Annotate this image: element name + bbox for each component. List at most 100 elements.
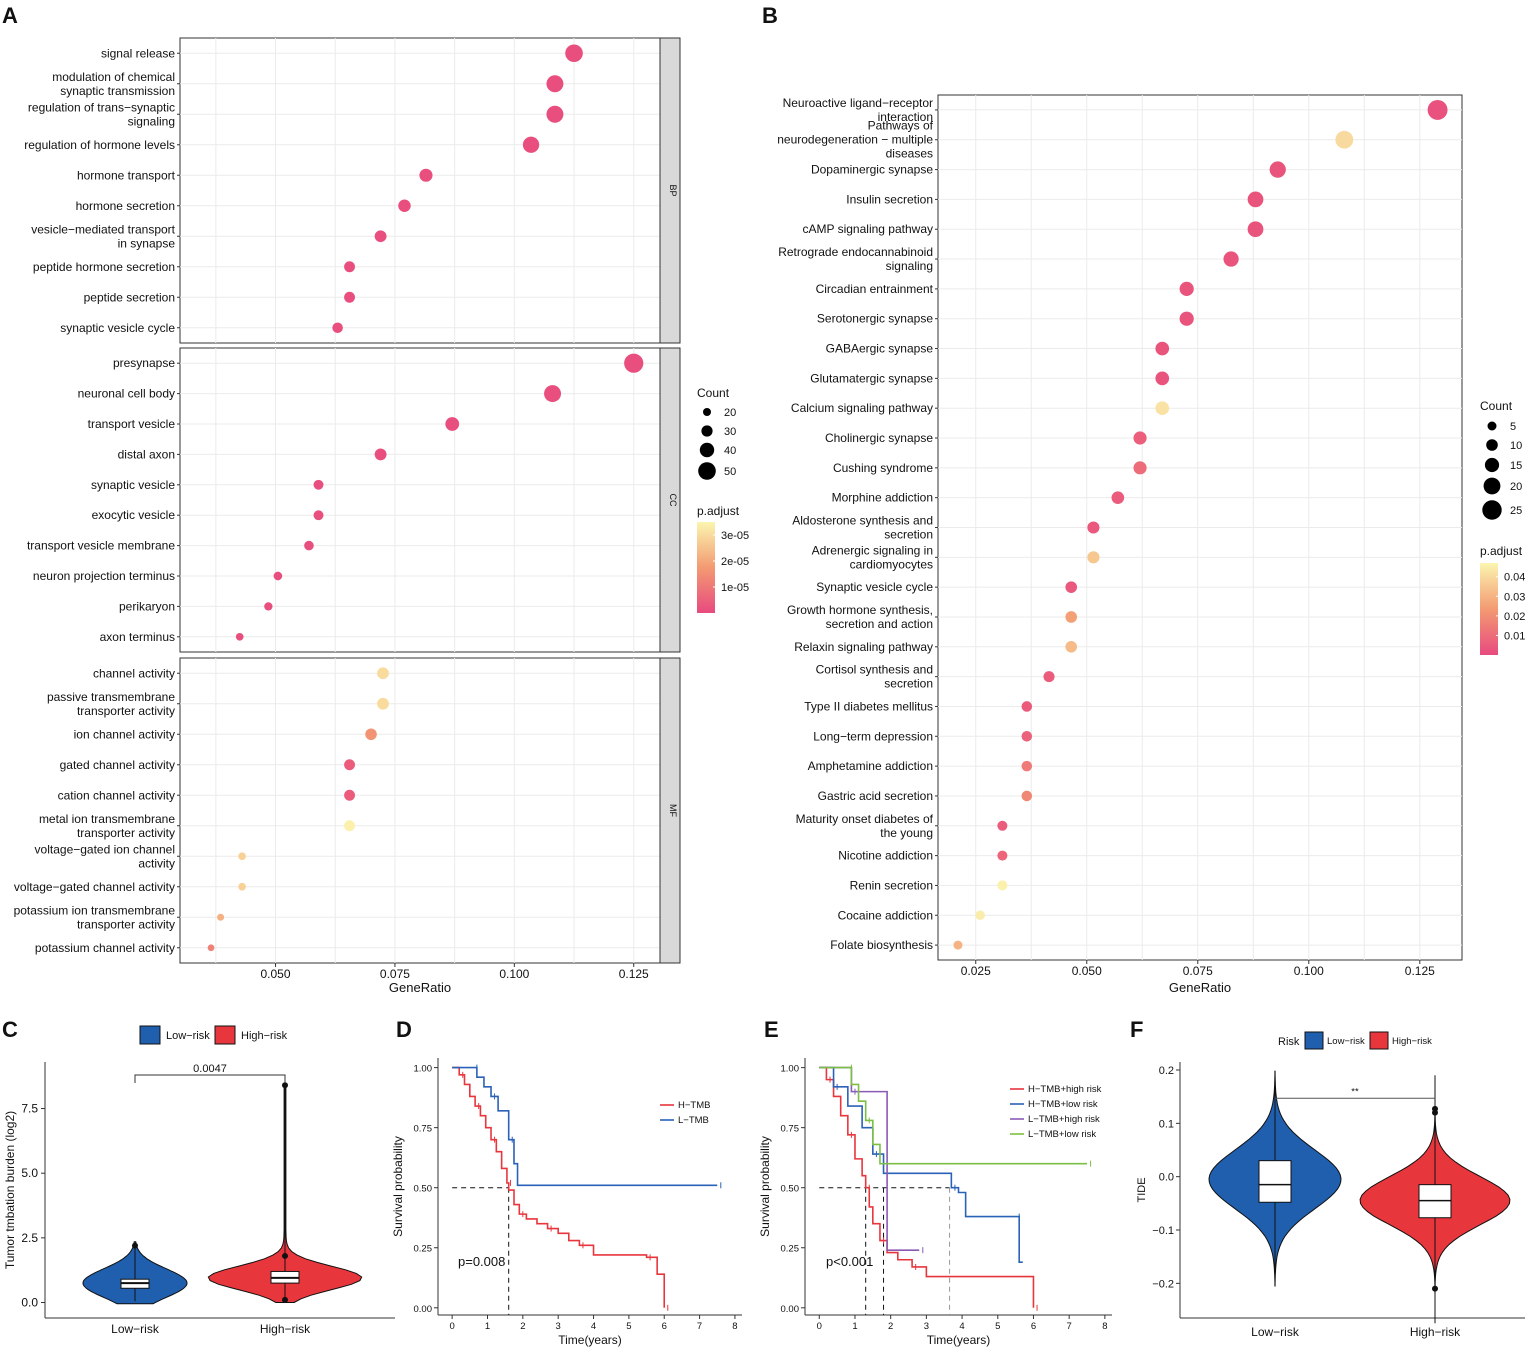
legend-label-1: L−TMB: [678, 1115, 709, 1126]
term-label: Type II diabetes mellitus: [804, 699, 933, 713]
legend-count-title: Count: [1480, 399, 1513, 413]
y-tick-label: 0.50: [414, 1184, 433, 1195]
x-tick-label: 0.125: [1405, 964, 1435, 978]
dot-2-1: [377, 697, 389, 710]
legend-swatch-1: [1369, 1031, 1389, 1050]
dot-1: [1335, 130, 1354, 149]
x-tick-label: 0.050: [261, 967, 291, 981]
term-label: Calcium signaling pathway: [791, 401, 933, 415]
dot-0-7: [344, 261, 355, 273]
legend-count-dot: [1483, 477, 1501, 495]
term-label: gated channel activity: [60, 758, 175, 772]
term-label: peptide hormone secretion: [33, 260, 175, 274]
x-tick-label: 3: [556, 1321, 561, 1332]
legend-label-0: H−TMB+high risk: [1028, 1084, 1102, 1095]
x-tick-label: Low−risk: [111, 1322, 160, 1336]
facet-label-BP: BP: [668, 184, 678, 196]
y-tick-label: 0.00: [414, 1304, 433, 1315]
dot-20: [1021, 701, 1033, 712]
dot-15: [1087, 551, 1100, 564]
y-tick-label: −0.2: [1152, 1278, 1174, 1290]
legend-count-dot: [699, 442, 715, 458]
dot-24: [997, 820, 1008, 831]
y-tick-label: 1.00: [414, 1064, 433, 1075]
legend-padj-bar: [1480, 563, 1498, 655]
term-label: metal ion transmembrane transporter activ…: [39, 812, 175, 840]
term-label: modulation of chemical synaptic transmiss…: [52, 70, 175, 98]
term-label: potassium ion transmembrane transporter a…: [14, 903, 176, 931]
x-tick-label: 5: [626, 1321, 631, 1332]
dot-8: [1155, 341, 1170, 356]
dot-0-3: [522, 136, 540, 153]
facet-label-CC: CC: [668, 494, 678, 507]
dot-0-0: [565, 44, 583, 63]
panel-label-d: D: [396, 1017, 412, 1042]
y-tick-label: 0.75: [414, 1124, 433, 1135]
y-tick-label: 0.0: [1159, 1172, 1174, 1184]
y-axis-title: Tumor tmbation burden (log2): [3, 1111, 17, 1269]
y-tick-label: 0.1: [1159, 1118, 1174, 1130]
outlier: [1432, 1285, 1438, 1292]
x-tick-label: 2: [520, 1321, 525, 1332]
term-label: peptide secretion: [84, 290, 175, 304]
legend-count-label: 20: [1510, 481, 1522, 493]
term-label: passive transmembrane transporter activit…: [47, 690, 175, 718]
facet-panel-BP: [179, 37, 661, 344]
x-axis-title: Time(years): [558, 1333, 622, 1347]
legend-padj-label: 0.01: [1504, 630, 1525, 642]
dot-0-4: [419, 168, 433, 182]
term-label: Long−term depression: [813, 729, 933, 743]
term-label: Cholinergic synapse: [825, 431, 933, 445]
panel-label-c: C: [2, 1017, 18, 1042]
x-axis-title: Time(years): [927, 1333, 991, 1347]
term-label: hormone secretion: [76, 199, 175, 213]
dot-1-8: [264, 602, 273, 611]
legend-label-3: L−TMB+low risk: [1028, 1129, 1096, 1140]
legend-padj-label: 0.02: [1504, 611, 1525, 623]
term-label: ion channel activity: [74, 727, 175, 741]
term-label: Renin secretion: [850, 878, 933, 892]
panel-label-b: B: [762, 3, 778, 28]
dot-1-9: [235, 632, 244, 641]
x-tick-label: 0: [817, 1321, 822, 1332]
y-tick-label: 7.5: [21, 1102, 38, 1116]
panel-d-km-tmb: 0.00 0.25 0.50 0.75 1.00 0 1 2 3 4 5 6 7 8 Time(years)…: [391, 1058, 742, 1347]
dot-1-1: [544, 385, 562, 403]
y-axis-title: Survival probability: [758, 1136, 772, 1237]
dot-12: [1133, 461, 1147, 475]
dot-9: [1155, 371, 1170, 386]
x-tick-label: 4: [591, 1321, 596, 1332]
x-tick-label: 0.100: [1294, 964, 1324, 978]
dot-13: [1111, 491, 1125, 504]
term-label: signal release: [101, 46, 175, 60]
legend-padj-label: 0.04: [1504, 572, 1525, 584]
dot-1-4: [313, 479, 324, 490]
x-tick-label: 5: [995, 1321, 1000, 1332]
box-0: [1258, 1160, 1292, 1203]
x-tick-label: 3: [924, 1321, 929, 1332]
legend-padj-title: p.adjust: [697, 504, 740, 518]
panel-e-km-combined: 0.00 0.25 0.50 0.75 1.00 0 1 2 3 4 5 6 7 8 Time(years)…: [758, 1058, 1112, 1347]
y-tick-label: 1.00: [781, 1064, 800, 1075]
legend-count-label: 50: [724, 466, 736, 478]
outlier: [282, 1082, 288, 1089]
term-label: neuron projection terminus: [33, 569, 175, 583]
term-label: perikaryon: [119, 599, 175, 613]
y-tick-label: 2.5: [21, 1231, 38, 1245]
term-label: Amphetamine addiction: [808, 759, 933, 773]
p-value-label: 0.0047: [193, 1063, 227, 1075]
legend-count-label: 25: [1510, 505, 1522, 517]
dot-1-3: [374, 448, 387, 461]
y-tick-label: 0.2: [1159, 1065, 1174, 1077]
dot-27: [975, 910, 985, 921]
term-label: hormone transport: [77, 168, 176, 182]
x-tick-label: 0.075: [1183, 964, 1213, 978]
legend-padj-label: 3e-05: [721, 530, 749, 542]
panel-b-kegg-dotplot: Neuroactive ligand−receptor interactionPa…: [777, 94, 1525, 995]
term-label: vesicle−mediated transport in synapse: [31, 222, 175, 250]
dot-18: [1065, 641, 1078, 653]
dot-2-6: [238, 852, 246, 861]
dot-14: [1087, 521, 1100, 534]
y-axis-title: TIDE: [1136, 1177, 1148, 1202]
